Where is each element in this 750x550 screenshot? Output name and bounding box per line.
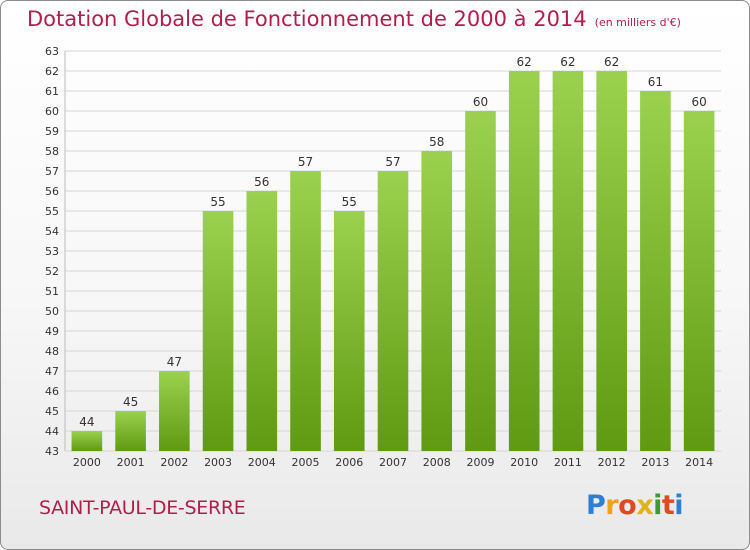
- data-label: 58: [429, 135, 444, 149]
- data-label: 45: [123, 395, 138, 409]
- x-tick-label: 2012: [598, 456, 626, 469]
- bar: [202, 211, 234, 451]
- data-label: 62: [560, 55, 575, 69]
- bar: [246, 191, 278, 451]
- data-labels: 44 45 47 55 56 57 55 57 58 60 62 62 62 61 60: [79, 55, 707, 429]
- y-tick-label: 59: [45, 125, 59, 138]
- y-tick-label: 48: [45, 345, 59, 358]
- y-tick-label: 58: [45, 145, 59, 158]
- bar: [159, 371, 190, 451]
- y-tick-label: 52: [45, 265, 59, 278]
- x-tick-label: 2011: [554, 456, 582, 469]
- x-tick-label: 2004: [248, 456, 276, 469]
- y-tick-label: 56: [45, 185, 59, 198]
- y-tick-label: 47: [45, 365, 59, 378]
- bar: [290, 171, 321, 451]
- bar: [333, 211, 365, 451]
- data-label: 47: [167, 355, 182, 369]
- y-tick-label: 45: [45, 405, 59, 418]
- data-label: 55: [342, 195, 357, 209]
- x-axis-ticks: 2000 2001 2002 2003 2004 2005 2006 2007 2008 2009…: [73, 456, 713, 469]
- x-tick-label: 2013: [641, 456, 669, 469]
- bar: [421, 151, 453, 451]
- y-tick-label: 62: [45, 65, 59, 78]
- y-tick-label: 43: [45, 445, 59, 458]
- bar: [596, 71, 627, 451]
- data-label: 60: [691, 95, 706, 109]
- chart-title: Dotation Globale de Fonctionnement de 20…: [27, 7, 587, 31]
- x-tick-label: 2009: [466, 456, 494, 469]
- bar: [683, 111, 715, 451]
- y-tick-label: 49: [45, 325, 59, 338]
- chart-title-block: Dotation Globale de Fonctionnement de 20…: [27, 7, 681, 31]
- x-tick-label: 2010: [510, 456, 538, 469]
- y-tick-label: 53: [45, 245, 59, 258]
- y-tick-label: 57: [45, 165, 59, 178]
- x-tick-label: 2006: [335, 456, 363, 469]
- y-tick-label: 63: [45, 45, 59, 58]
- data-label: 62: [604, 55, 619, 69]
- data-label: 60: [473, 95, 488, 109]
- y-tick-label: 60: [45, 105, 59, 118]
- bar: [508, 71, 540, 451]
- data-label: 55: [210, 195, 225, 209]
- x-tick-label: 2000: [73, 456, 101, 469]
- y-tick-label: 61: [45, 85, 59, 98]
- bars: [71, 71, 715, 451]
- y-tick-label: 55: [45, 205, 59, 218]
- bar: [377, 171, 409, 451]
- bar: [465, 111, 496, 451]
- x-tick-label: 2008: [423, 456, 451, 469]
- y-tick-label: 50: [45, 305, 59, 318]
- y-axis-ticks: 43 44 45 46 47 48 49 50 51 52 53 54 55 56 57 58 59 60 61 62…: [45, 45, 59, 458]
- bar: [71, 431, 103, 451]
- x-tick-label: 2014: [685, 456, 713, 469]
- data-label: 56: [254, 175, 269, 189]
- data-label: 62: [517, 55, 532, 69]
- proxiti-logo: Proxiti: [586, 490, 684, 521]
- x-tick-label: 2003: [204, 456, 232, 469]
- x-tick-label: 2001: [117, 456, 145, 469]
- x-tick-label: 2002: [160, 456, 188, 469]
- bar: [115, 411, 146, 451]
- data-label: 44: [79, 415, 94, 429]
- y-tick-label: 51: [45, 285, 59, 298]
- data-label: 57: [298, 155, 313, 169]
- data-label: 57: [385, 155, 400, 169]
- data-label: 61: [648, 75, 663, 89]
- y-tick-label: 46: [45, 385, 59, 398]
- y-tick-label: 44: [45, 425, 59, 438]
- bar: [640, 91, 671, 451]
- bar: [552, 71, 584, 451]
- town-name: SAINT-PAUL-DE-SERRE: [39, 497, 246, 519]
- x-tick-label: 2005: [292, 456, 320, 469]
- x-tick-label: 2007: [379, 456, 407, 469]
- chart-subtitle: (en milliers d'€): [594, 16, 681, 29]
- y-tick-label: 54: [45, 225, 59, 238]
